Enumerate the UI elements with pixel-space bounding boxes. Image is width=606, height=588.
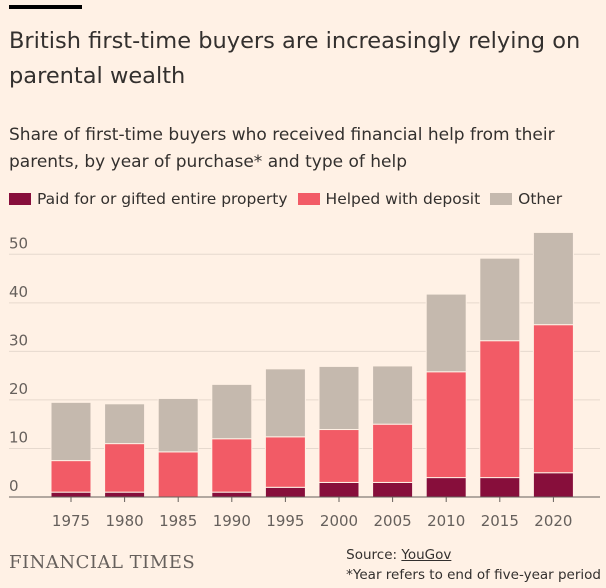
bar-segment-1985-other (157, 397, 199, 453)
bar-segment-1990-gifted (211, 491, 253, 498)
bar-segment-2020-deposit (532, 324, 574, 474)
y-tick-label-50: 50 (9, 234, 28, 252)
y-tick-label-40: 40 (9, 283, 28, 301)
x-tick-label-1990: 1990 (213, 512, 251, 530)
bar-segment-2015-gifted (479, 477, 521, 498)
y-tick-label-30: 30 (9, 331, 28, 349)
y-tick-label-20: 20 (9, 380, 28, 398)
bar-segment-2000-deposit (318, 429, 360, 483)
legend-label-deposit: Helped with deposit (325, 190, 481, 208)
x-tick-label-1980: 1980 (106, 512, 144, 530)
y-tick-label-0: 0 (9, 477, 19, 495)
bar-segment-1985-deposit (157, 451, 199, 498)
footnote: *Year refers to end of five-year period (346, 567, 601, 583)
bar-segment-1995-other (264, 368, 306, 438)
x-tick-label-2005: 2005 (374, 512, 412, 530)
bar-segment-2020-gifted (532, 472, 574, 498)
y-tick-label-10: 10 (9, 428, 28, 446)
bar-segment-2010-other (425, 293, 467, 373)
x-tick-label-1995: 1995 (266, 512, 304, 530)
legend-item-gifted: Paid for or gifted entire property (9, 190, 288, 208)
x-tick-label-2000: 2000 (320, 512, 358, 530)
legend-item-other: Other (490, 190, 562, 208)
bar-segment-2000-other (318, 365, 360, 431)
bar-segment-2015-deposit (479, 340, 521, 479)
bar-segment-1995-deposit (264, 436, 306, 488)
legend-swatch-deposit (297, 193, 320, 205)
bar-segment-1975-other (50, 401, 92, 462)
legend-swatch-other (490, 193, 513, 205)
x-tick-label-1985: 1985 (159, 512, 197, 530)
x-tick-label-2015: 2015 (481, 512, 519, 530)
legend-item-deposit: Helped with deposit (297, 190, 481, 208)
source-prefix: Source: (346, 547, 402, 563)
bar-segment-2015-other (479, 257, 521, 342)
x-tick-label-2010: 2010 (427, 512, 465, 530)
bar-segment-1980-other (104, 403, 146, 445)
x-tick-label-1975: 1975 (52, 512, 90, 530)
bar-segment-1990-deposit (211, 438, 253, 493)
chart-subtitle: Share of first-time buyers who received … (9, 125, 555, 172)
brand-rule (9, 5, 82, 9)
legend-swatch-gifted (9, 193, 31, 205)
x-tick-label-2020: 2020 (534, 512, 572, 530)
bar-segment-2010-gifted (425, 477, 467, 498)
stacked-bar-chart: 0 10 20 30 40 50 1975 1980 1985 1990 1995 2000 2005 2… (9, 231, 600, 530)
bar-segment-1980-deposit (104, 443, 146, 493)
bar-segment-1995-gifted (264, 486, 306, 498)
source-block: Source: YouGov *Year refers to end of fi… (346, 545, 601, 585)
bar-segment-2005-gifted (372, 481, 414, 498)
bar-segment-1990-other (211, 383, 253, 440)
ft-logo: FINANCIAL TIMES (9, 552, 196, 573)
legend-label-other: Other (518, 190, 563, 208)
legend-label-gifted: Paid for or gifted entire property (37, 190, 288, 208)
bar-segment-2010-deposit (425, 371, 467, 479)
bar-segment-2020-other (532, 231, 574, 326)
bar-segment-1975-gifted (50, 491, 92, 498)
bar-segment-2005-deposit (372, 423, 414, 483)
bar-segment-1980-gifted (104, 491, 146, 498)
bar-segment-2005-other (372, 365, 414, 425)
chart-title: British first-time buyers are increasing… (9, 28, 581, 89)
bar-segment-1975-deposit (50, 460, 92, 493)
bar-segment-2000-gifted (318, 481, 360, 498)
source-link[interactable]: YouGov (401, 547, 452, 563)
legend: Paid for or gifted entire property Helpe… (9, 188, 572, 210)
